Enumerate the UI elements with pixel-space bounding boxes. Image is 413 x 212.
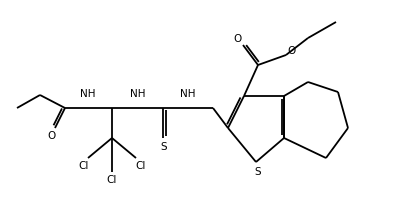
Text: NH: NH xyxy=(180,89,196,99)
Text: Cl: Cl xyxy=(79,161,89,171)
Text: Cl: Cl xyxy=(136,161,146,171)
Text: Cl: Cl xyxy=(107,175,117,185)
Text: O: O xyxy=(47,131,55,141)
Text: S: S xyxy=(161,142,167,152)
Text: O: O xyxy=(234,34,242,44)
Text: NH: NH xyxy=(80,89,96,99)
Text: S: S xyxy=(255,167,261,177)
Text: O: O xyxy=(287,46,295,56)
Text: NH: NH xyxy=(130,89,146,99)
